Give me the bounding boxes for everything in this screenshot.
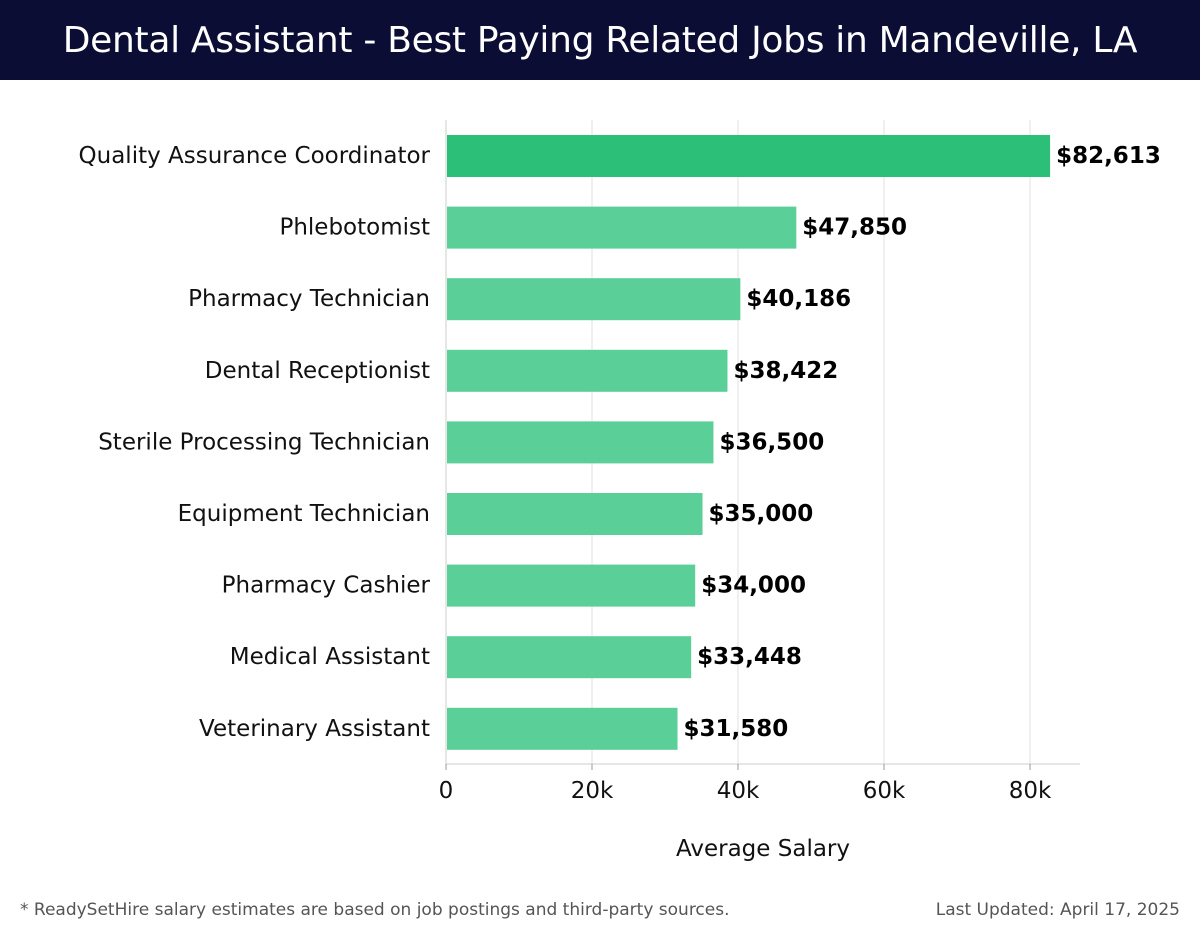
bar (447, 206, 797, 249)
x-axis-title: Average Salary (676, 836, 850, 862)
x-tick-label: 40k (717, 778, 760, 804)
chart-header: Dental Assistant - Best Paying Related J… (0, 0, 1200, 80)
bar (447, 135, 1051, 177)
bar (447, 493, 703, 535)
x-tick-label: 60k (863, 778, 906, 804)
bar (447, 421, 714, 464)
bar (447, 564, 696, 607)
chart-title: Dental Assistant - Best Paying Related J… (62, 19, 1138, 61)
value-label: $36,500 (719, 429, 824, 455)
value-label: $47,850 (802, 215, 907, 241)
value-label: $82,613 (1056, 143, 1161, 169)
value-label: $34,000 (701, 573, 806, 599)
category-label: Pharmacy Technician (188, 286, 430, 312)
footnote: * ReadySetHire salary estimates are base… (20, 900, 730, 920)
category-label: Pharmacy Cashier (222, 573, 431, 599)
x-tick-label: 0 (439, 778, 454, 804)
category-label: Quality Assurance Coordinator (79, 143, 431, 169)
value-label: $31,580 (684, 716, 789, 742)
value-label: $40,186 (746, 286, 851, 312)
bar (447, 636, 692, 679)
value-label: $38,422 (733, 358, 838, 384)
x-tick-label: 80k (1009, 778, 1052, 804)
salary-bar-chart: Quality Assurance Coordinator $82,613 Phle… (79, 120, 1161, 862)
category-label: Dental Receptionist (205, 358, 430, 384)
category-label: Phlebotomist (279, 215, 430, 241)
x-tick-label: 20k (571, 778, 614, 804)
last-updated: Last Updated: April 17, 2025 (935, 900, 1180, 920)
bar (447, 278, 741, 321)
value-label: $35,000 (709, 501, 814, 527)
category-label: Medical Assistant (230, 644, 430, 670)
category-label: Equipment Technician (178, 501, 430, 527)
category-label: Veterinary Assistant (199, 716, 430, 742)
category-label: Sterile Processing Technician (98, 429, 430, 455)
bar (447, 707, 678, 750)
bar (447, 349, 728, 392)
value-label: $33,448 (697, 644, 802, 670)
